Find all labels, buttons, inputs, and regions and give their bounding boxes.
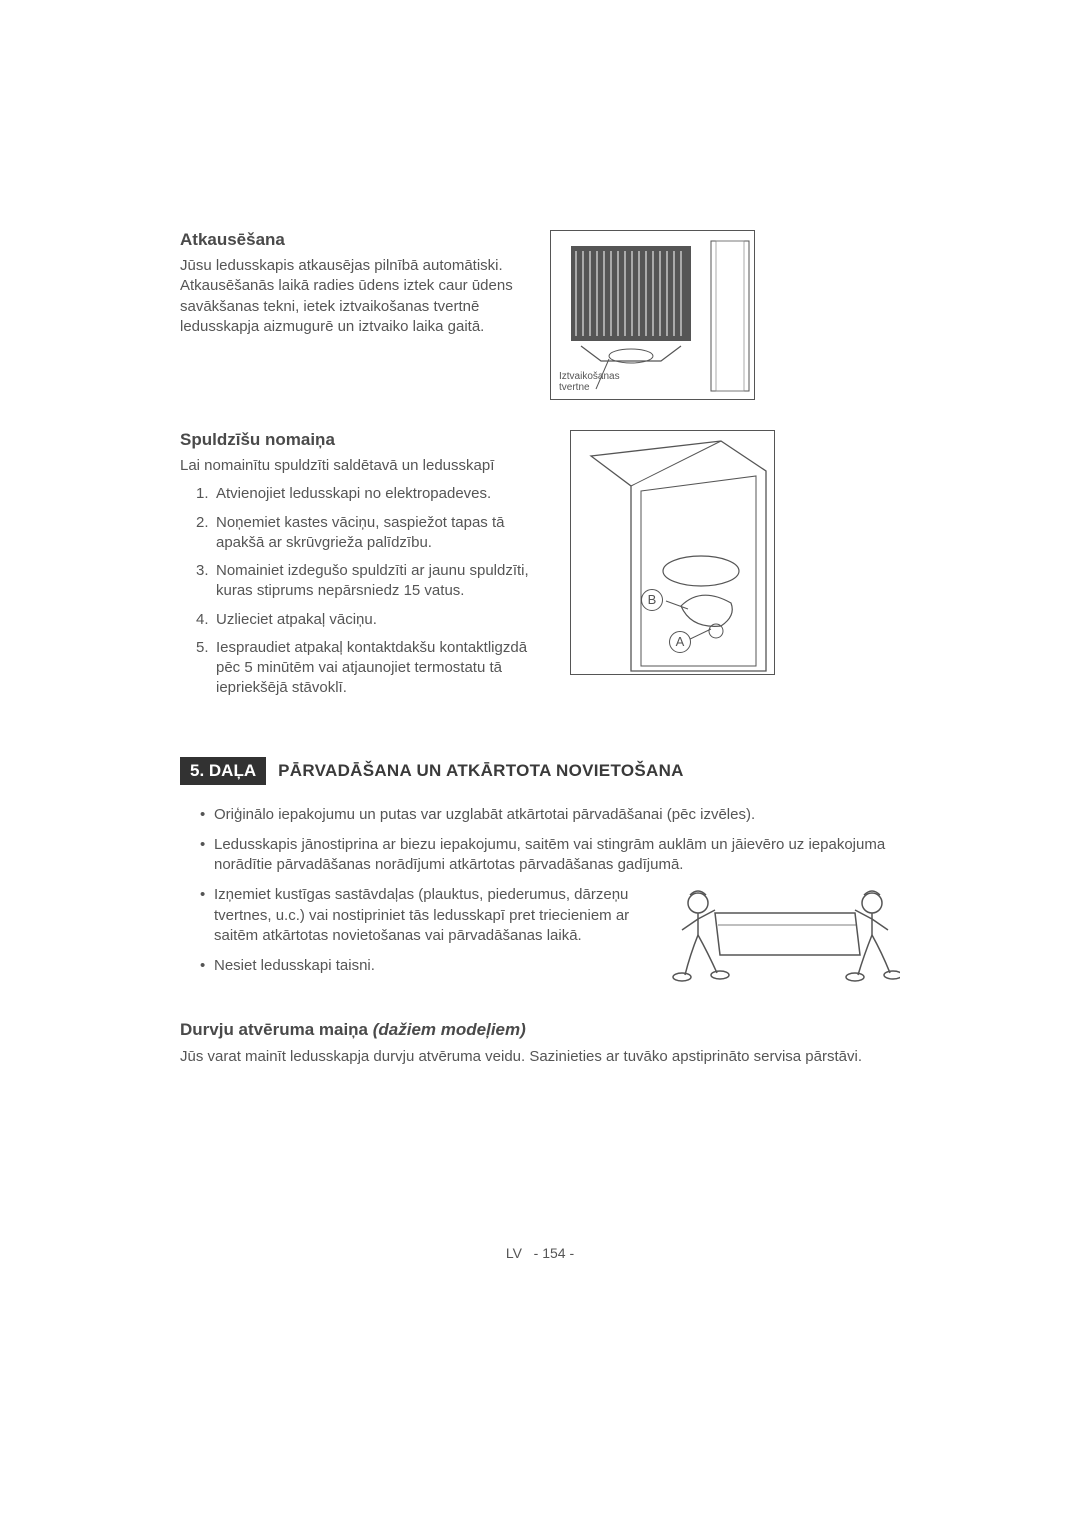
bulb-label-b: B (641, 589, 663, 611)
part5-badge: 5. DAĻA (180, 757, 266, 785)
page-footer: LV - 154 - (180, 1245, 900, 1261)
bulb-intro: Lai nomainītu spuldzīti saldētavā un led… (180, 456, 550, 476)
door-title-plain: Durvju atvēruma maiņa (180, 1020, 373, 1039)
bulb-figure: B A (570, 430, 775, 675)
bulb-step: Nomainiet izdegušo spuldzīti ar jaunu sp… (200, 561, 550, 602)
carry-figure (670, 885, 900, 990)
defrost-fig-label-1: Iztvaikošanas (559, 371, 620, 382)
bulb-section: Spuldzīšu nomaiņa Lai nomainītu spuldzīt… (180, 430, 900, 707)
bulb-step: Uzlieciet atpakaļ vāciņu. (200, 610, 550, 630)
door-body: Jūs varat mainīt ledusskapja durvju atvē… (180, 1046, 900, 1067)
part5-header: 5. DAĻA PĀRVADĀŠANA UN ATKĀRTOTA NOVIETO… (180, 757, 900, 785)
bullet-item: Izņemiet kustīgas sastāvdaļas (plauktus,… (200, 885, 660, 946)
bullet-item: Ledusskapis jānostiprina ar biezu iepako… (200, 835, 900, 876)
page-content: Atkausēšana Jūsu ledusskapis atkausējas … (180, 230, 900, 1067)
footer-page: - 154 - (534, 1245, 574, 1261)
bulb-steps: Atvienojiet ledusskapi no elektropadeves… (180, 484, 550, 698)
part5-bullets-top: Oriģinālo iepakojumu un putas var uzglab… (180, 805, 900, 876)
door-title-em: (dažiem modeļiem) (373, 1020, 526, 1039)
part5-title: PĀRVADĀŠANA UN ATKĀRTOTA NOVIETOŠANA (278, 761, 684, 781)
defrost-figure: Iztvaikošanas tvertne (550, 230, 755, 400)
bulb-label-a: A (669, 631, 691, 653)
defrost-section: Atkausēšana Jūsu ledusskapis atkausējas … (180, 230, 900, 400)
part5-section: 5. DAĻA PĀRVADĀŠANA UN ATKĀRTOTA NOVIETO… (180, 757, 900, 991)
defrost-title: Atkausēšana (180, 230, 530, 250)
bulb-step: Iespraudiet atpakaļ kontaktdakšu kontakt… (200, 638, 550, 699)
bulb-step: Atvienojiet ledusskapi no elektropadeves… (200, 484, 550, 504)
bulb-title: Spuldzīšu nomaiņa (180, 430, 550, 450)
defrost-fig-label-2: tvertne (559, 382, 590, 393)
defrost-body: Jūsu ledusskapis atkausējas pilnībā auto… (180, 256, 530, 337)
bulb-step: Noņemiet kastes vāciņu, saspiežot tapas … (200, 513, 550, 554)
carry-people-icon (670, 885, 900, 985)
door-title: Durvju atvēruma maiņa (dažiem modeļiem) (180, 1020, 900, 1040)
bullet-item: Nesiet ledusskapi taisni. (200, 956, 660, 976)
part5-bullets-side: Izņemiet kustīgas sastāvdaļas (plauktus,… (180, 885, 660, 986)
bullet-item: Oriģinālo iepakojumu un putas var uzglab… (200, 805, 900, 825)
door-section: Durvju atvēruma maiņa (dažiem modeļiem) … (180, 1020, 900, 1067)
footer-lang: LV (506, 1245, 522, 1261)
